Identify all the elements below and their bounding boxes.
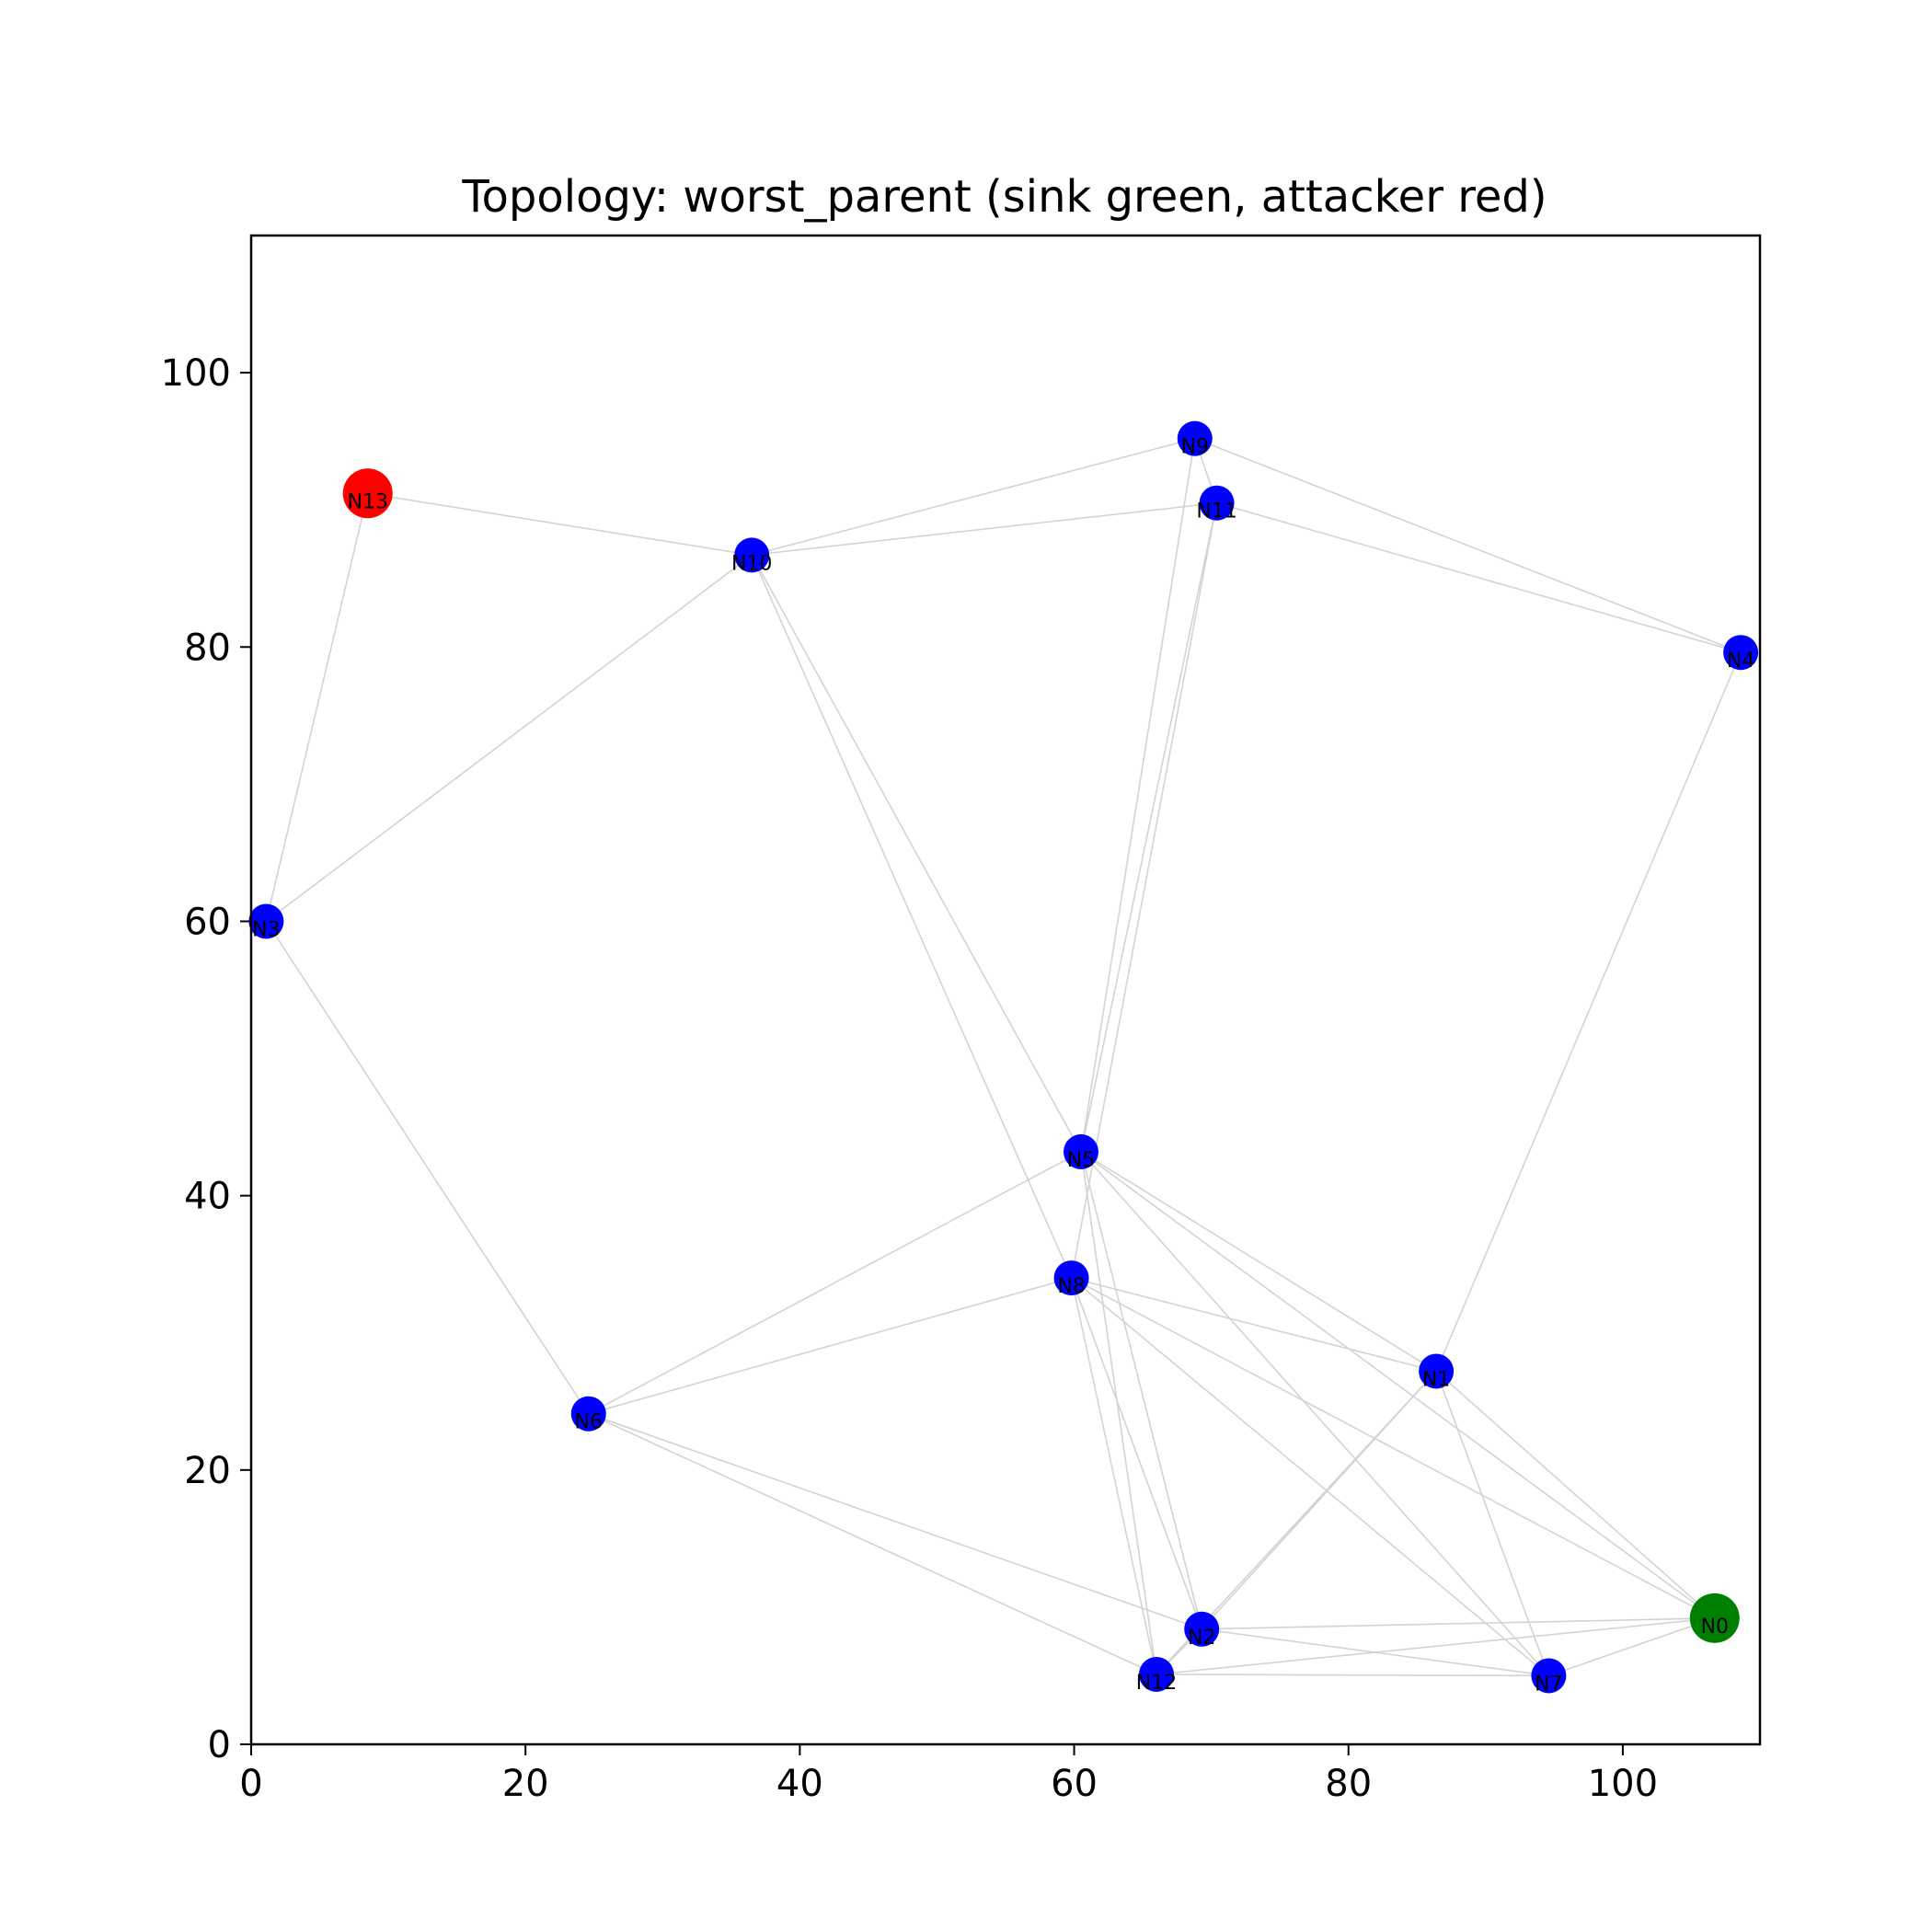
node-label-n6: N6	[575, 1411, 603, 1434]
edge-N7-N0	[1548, 1617, 1716, 1677]
edge-N10-N11	[752, 501, 1217, 557]
edge-N8-N0	[1071, 1277, 1716, 1619]
edge-N8-N2	[1070, 1277, 1202, 1630]
edge-N3-N10	[265, 554, 753, 923]
plot-frame	[249, 234, 1762, 1746]
x-tick-label: 60	[1051, 1763, 1098, 1805]
node-n11	[1199, 485, 1235, 521]
node-label-n13: N13	[348, 490, 388, 513]
node-n3	[248, 903, 284, 939]
edge-N9-N5	[1080, 438, 1196, 1153]
node-layer	[248, 420, 1759, 1694]
edge-N5-N2	[1080, 1151, 1202, 1629]
x-tick-label: 40	[776, 1763, 823, 1805]
node-label-n5: N5	[1067, 1149, 1095, 1172]
y-tick-label: 60	[184, 901, 231, 943]
y-axis: 0 20 40 60 80 100	[161, 352, 251, 1766]
node-n9	[1177, 420, 1213, 456]
edge-N5-N12	[1080, 1151, 1157, 1675]
node-n7	[1531, 1658, 1567, 1694]
node-n12	[1139, 1656, 1174, 1692]
node-n5	[1064, 1133, 1098, 1169]
node-label-n12: N12	[1136, 1672, 1177, 1695]
edge-N6-N2	[588, 1412, 1202, 1630]
edge-N1-N0	[1435, 1370, 1716, 1619]
node-label-n9: N9	[1181, 436, 1209, 459]
edge-N12-N0	[1156, 1617, 1715, 1675]
node-label-n4: N4	[1727, 650, 1754, 673]
edge-N1-N7	[1435, 1371, 1550, 1676]
edge-N12-N7	[1156, 1673, 1549, 1677]
edge-N10-N5	[751, 554, 1082, 1153]
edge-N5-N1	[1080, 1151, 1437, 1373]
y-tick-label: 100	[161, 352, 231, 395]
node-label-n0: N0	[1701, 1616, 1729, 1639]
node-n4	[1723, 635, 1759, 671]
node-label-n2: N2	[1188, 1627, 1215, 1650]
edge-N11-N4	[1216, 501, 1742, 654]
node-n10	[734, 537, 770, 573]
x-tick-label: 100	[1588, 1763, 1658, 1805]
x-tick-label: 80	[1325, 1763, 1372, 1805]
x-axis: 0 20 40 60 80 100	[239, 1744, 1658, 1805]
edge-N13-N3	[265, 493, 369, 922]
node-label-n7: N7	[1535, 1673, 1562, 1696]
edge-N9-N4	[1194, 437, 1742, 653]
edge-N10-N9	[751, 437, 1195, 557]
node-label-n11: N11	[1196, 500, 1236, 523]
node-n8	[1053, 1260, 1089, 1296]
node-n0	[1689, 1593, 1740, 1643]
edge-N5-N0	[1080, 1151, 1716, 1619]
node-label-n10: N10	[731, 552, 772, 575]
edge-N8-N6	[588, 1277, 1072, 1415]
x-tick-label: 20	[502, 1763, 549, 1805]
y-tick-label: 0	[208, 1724, 231, 1766]
y-tick-label: 20	[184, 1450, 231, 1492]
edge-N8-N7	[1071, 1277, 1549, 1677]
node-label-n8: N8	[1057, 1275, 1085, 1298]
node-label-n1: N1	[1422, 1368, 1450, 1391]
node-n1	[1419, 1353, 1455, 1389]
node-n6	[570, 1396, 606, 1432]
node-n13	[342, 468, 393, 519]
edge-N2-N0	[1202, 1617, 1715, 1630]
chart-title: Topology: worst_parent (sink green, atta…	[461, 171, 1547, 223]
edge-N13-N10	[367, 492, 753, 557]
edge-N3-N6	[265, 921, 590, 1415]
node-label-layer: N0 N1 N2 N3 N4 N5 N6 N7 N8 N9 N10 N11 N12 N13	[252, 436, 1754, 1696]
edge-N4-N1	[1435, 651, 1742, 1372]
y-tick-label: 80	[184, 627, 231, 669]
edge-N6-N12	[588, 1412, 1157, 1675]
x-tick-label: 0	[239, 1763, 262, 1805]
edge-N8-N1	[1071, 1277, 1437, 1373]
node-label-n3: N3	[252, 918, 280, 941]
edge-N5-N6	[588, 1151, 1082, 1415]
edge-N10-N8	[751, 555, 1073, 1279]
y-tick-label: 40	[184, 1176, 231, 1218]
edge-N11-N5	[1080, 502, 1218, 1153]
edge-N5-N7	[1080, 1151, 1549, 1676]
node-n2	[1184, 1611, 1220, 1647]
